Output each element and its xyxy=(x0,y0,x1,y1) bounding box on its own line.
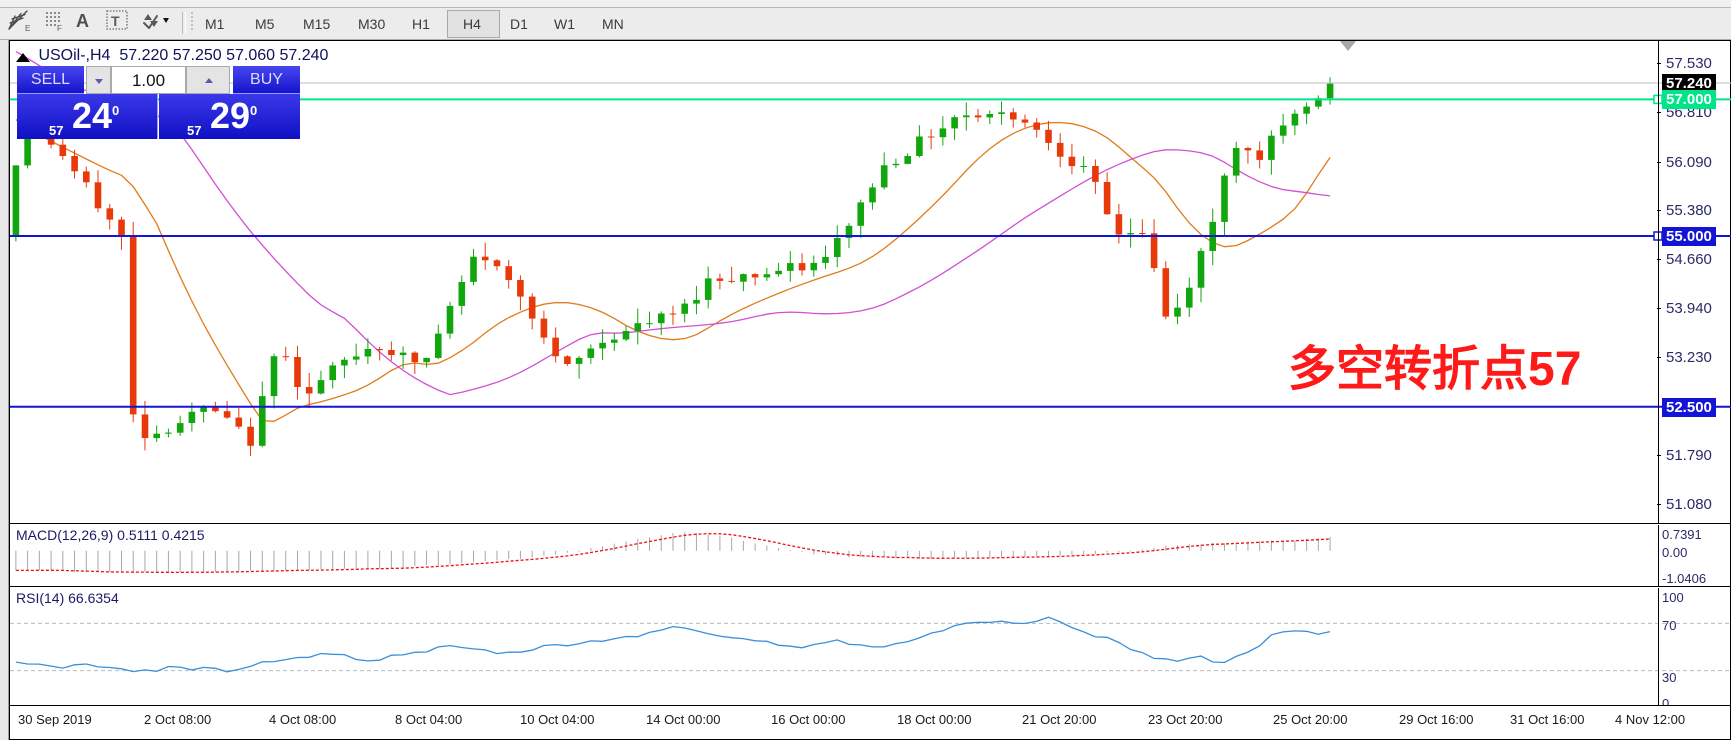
svg-text:T: T xyxy=(111,13,120,29)
svg-text:F: F xyxy=(57,24,62,32)
svg-text:E: E xyxy=(25,24,30,32)
